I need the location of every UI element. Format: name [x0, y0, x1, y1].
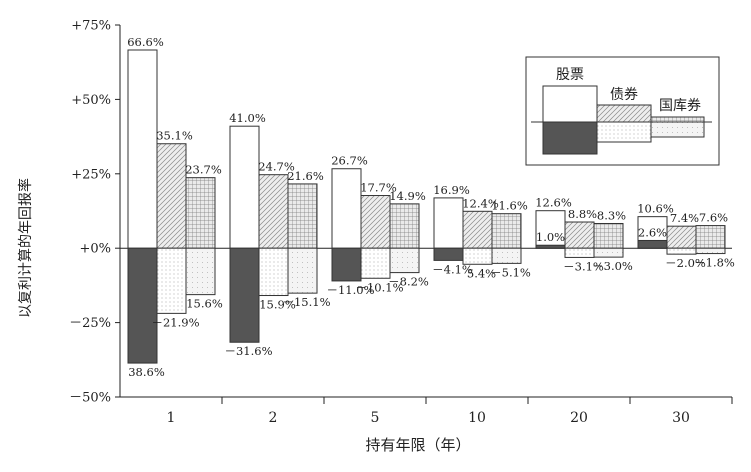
y-tick-label: －25%	[69, 316, 111, 331]
stock-max-label: 66.6%	[127, 35, 164, 49]
bill-min-label: 15.6%	[186, 297, 223, 311]
bond-max-bar	[156, 143, 187, 249]
stock-min-bar	[637, 239, 668, 249]
bond-min-label: －10.1%	[355, 280, 403, 294]
bond-max-label: 17.7%	[360, 181, 397, 195]
stock-max-bar	[229, 125, 260, 249]
bond-max-label: 35.1%	[156, 129, 193, 143]
bill-max-bar	[695, 225, 726, 249]
bill-min-label: －5.1%	[490, 265, 531, 279]
x-axis-title: 持有年限（年）	[365, 436, 470, 454]
bill-min-bar	[695, 247, 726, 255]
stock-min-bar	[229, 247, 260, 343]
legend-label-stock: 股票	[556, 67, 584, 83]
y-tick-label: －50%	[69, 391, 111, 406]
stock-max-label: 12.6%	[535, 196, 572, 210]
bill-min-label: －8.2%	[388, 275, 429, 289]
legend-bill-positive	[650, 116, 705, 123]
legend-label-bill: 国库券	[659, 98, 701, 114]
stock-max-label: 26.7%	[331, 154, 368, 168]
stock-min-bar	[535, 244, 566, 249]
stock-max-bar	[433, 197, 464, 249]
x-tick-label: 2	[269, 410, 278, 426]
stock-min-label: －4.1%	[432, 262, 473, 276]
bill-max-bar	[593, 222, 624, 249]
stock-min-bar	[127, 247, 158, 364]
bond-min-bar	[564, 247, 595, 258]
stock-max-bar	[331, 168, 362, 249]
axes: +75% +50% +25% +0% －25% －50% 1 2 5 10 20 30	[69, 19, 733, 426]
bond-min-bar	[258, 247, 289, 297]
bond-min-label: 5.4%	[467, 266, 496, 280]
bill-max-bar	[389, 203, 420, 249]
stock-max-label: 16.9%	[433, 183, 470, 197]
stock-min-label: －31.6%	[224, 344, 272, 358]
stock-min-label: 1.0%	[536, 230, 565, 244]
bill-max-label: 14.9%	[389, 189, 426, 203]
bars	[127, 49, 726, 364]
legend-label-bond: 债券	[610, 87, 638, 103]
bond-max-label: 12.4%	[462, 196, 499, 210]
bond-min-bar	[666, 247, 697, 255]
y-tick-label: +25%	[71, 167, 111, 182]
bill-max-bar	[287, 183, 318, 249]
bond-min-label: －3.1%	[563, 259, 604, 273]
bill-max-bar	[185, 177, 216, 249]
bond-max-label: 8.8%	[568, 207, 597, 221]
x-tick-label: 10	[468, 410, 486, 426]
stock-min-bar	[433, 247, 464, 261]
stock-min-label: 2.6%	[638, 225, 667, 239]
bill-max-label: 8.3%	[597, 208, 626, 222]
stock-max-bar	[127, 49, 158, 249]
bill-min-label: －15.1%	[282, 295, 330, 309]
bond-max-bar	[666, 225, 697, 249]
bond-min-label: 15.9%	[259, 298, 296, 312]
legend-bond-positive	[596, 104, 652, 123]
legend-stock-positive	[542, 85, 598, 123]
legend-stock-negative	[542, 121, 598, 155]
bond-max-bar	[360, 195, 391, 249]
legend-bond-negative	[596, 121, 652, 143]
stock-min-bar	[331, 247, 362, 282]
bond-max-bar	[258, 174, 289, 249]
bill-min-label: －3.0%	[592, 259, 633, 273]
bill-max-bar	[491, 213, 522, 249]
data-labels: 66.6% 38.6% 35.1% －21.9% 23.7% 15.6% 41.0% －31.…	[127, 35, 735, 379]
x-tick-label: 30	[672, 410, 690, 426]
legend-bill-negative	[650, 121, 705, 138]
bill-max-label: 21.6%	[287, 169, 324, 183]
stock-min-label: 38.6%	[128, 365, 165, 379]
bill-min-bar	[185, 247, 216, 296]
x-tick-label: 20	[570, 410, 588, 426]
bond-min-bar	[156, 247, 187, 314]
y-tick-label: +50%	[71, 93, 111, 108]
bond-max-label: 7.4%	[670, 211, 699, 225]
bond-min-label: －21.9%	[151, 315, 199, 329]
bond-min-bar	[360, 247, 391, 279]
x-tick-label: 5	[371, 410, 380, 426]
stock-max-label: 10.6%	[637, 202, 674, 216]
bill-max-label: 23.7%	[185, 163, 222, 177]
stock-min-label: －11.0%	[326, 283, 374, 297]
bill-max-label: 11.6%	[491, 199, 528, 213]
bill-max-label: 7.6%	[699, 211, 728, 225]
bill-min-label: －1.8%	[694, 256, 735, 270]
bill-min-bar	[491, 247, 522, 264]
bond-min-label: －2.0%	[665, 256, 706, 270]
y-axis-title: 以复利计算的年回报率	[17, 178, 34, 318]
bill-min-bar	[287, 247, 318, 294]
bill-min-bar	[593, 247, 624, 258]
y-tick-label: +75%	[71, 19, 111, 34]
x-tick-label: 1	[167, 410, 176, 426]
y-tick-label: +0%	[79, 242, 111, 257]
bond-max-label: 24.7%	[258, 160, 295, 174]
bond-max-bar	[564, 221, 595, 249]
bill-min-bar	[389, 247, 420, 274]
bond-max-bar	[462, 210, 493, 249]
stock-max-label: 41.0%	[229, 111, 266, 125]
